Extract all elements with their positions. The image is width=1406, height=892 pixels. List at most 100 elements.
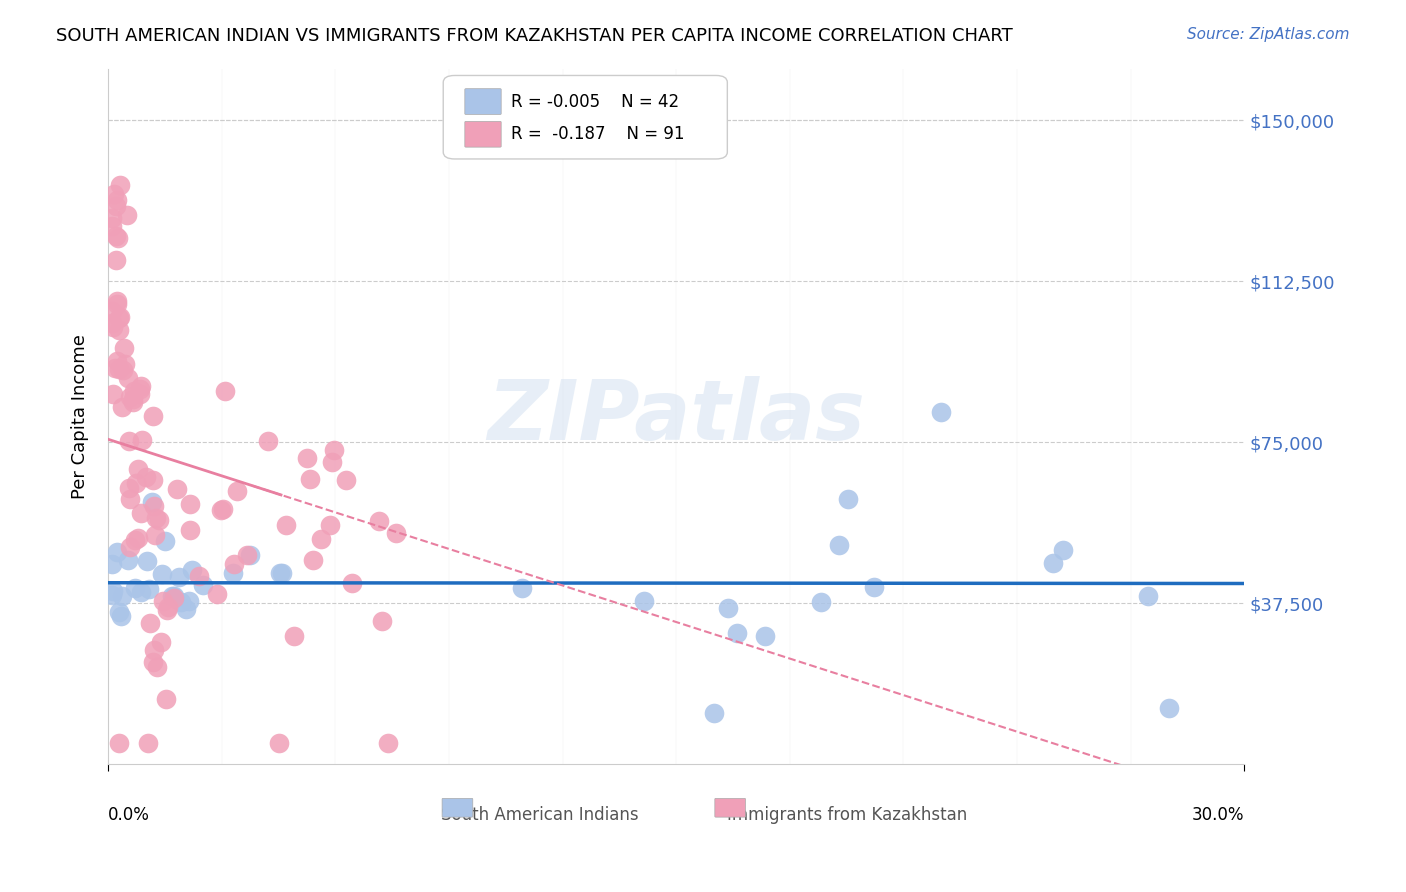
Point [153, 533, 176, 548]
Text: SOUTH AMERICAN INDIAN VS IMMIGRANTS FROM KAZAKHSTAN PER CAPITA INCOME CORRELATIO: SOUTH AMERICAN INDIAN VS IMMIGRANTS FROM… [56, 27, 1012, 45]
Point [1157, 701, 1180, 715]
Point [104, 199, 127, 213]
Point [103, 187, 125, 202]
Point [717, 600, 740, 615]
Point [121, 392, 143, 406]
Point [122, 395, 145, 409]
Point [340, 576, 363, 591]
Point [139, 616, 162, 631]
Y-axis label: Per Capita Income: Per Capita Income [72, 334, 89, 499]
Point [107, 230, 129, 244]
Point [828, 538, 851, 552]
Point [103, 387, 125, 401]
Point [754, 629, 776, 643]
Point [931, 405, 953, 419]
Point [222, 557, 245, 571]
Point [129, 379, 152, 393]
Point [156, 603, 179, 617]
Point [155, 691, 177, 706]
Point [239, 548, 262, 562]
Point [335, 474, 357, 488]
Point [111, 589, 134, 603]
Point [725, 625, 748, 640]
Point [108, 324, 131, 338]
Point [128, 382, 150, 396]
Point [152, 594, 174, 608]
Point [148, 512, 170, 526]
Point [120, 390, 142, 404]
Point [143, 527, 166, 541]
Point [103, 584, 125, 599]
Point [108, 310, 131, 325]
Point [142, 655, 165, 669]
Point [111, 401, 134, 415]
Point [512, 581, 534, 595]
Point [101, 319, 124, 334]
Point [295, 450, 318, 465]
Point [108, 736, 131, 750]
Point [187, 569, 209, 583]
Point [112, 341, 135, 355]
Point [146, 660, 169, 674]
Point [1042, 556, 1064, 570]
Point [143, 643, 166, 657]
Point [205, 587, 228, 601]
Point [105, 297, 128, 311]
Point [385, 525, 408, 540]
Point [101, 558, 124, 572]
Point [124, 581, 146, 595]
Point [166, 483, 188, 497]
Point [222, 566, 245, 580]
Point [235, 548, 257, 562]
Point [810, 595, 832, 609]
Text: South American Indians: South American Indians [441, 806, 638, 824]
Point [209, 502, 232, 516]
Point [142, 473, 165, 487]
Text: ZIPatlas: ZIPatlas [488, 376, 865, 457]
Point [103, 361, 125, 376]
Point [179, 593, 201, 607]
Point [176, 602, 198, 616]
Point [115, 208, 138, 222]
Point [703, 706, 725, 720]
Point [226, 484, 249, 499]
Point [124, 476, 146, 491]
Point [136, 554, 159, 568]
Point [105, 545, 128, 559]
Point [633, 594, 655, 608]
Point [319, 517, 342, 532]
Point [367, 514, 389, 528]
Point [212, 502, 235, 516]
FancyBboxPatch shape [443, 76, 727, 159]
Point [157, 600, 180, 615]
Point [124, 533, 146, 547]
Point [1052, 542, 1074, 557]
Point [141, 494, 163, 508]
Point [267, 736, 290, 750]
Point [107, 605, 129, 619]
FancyBboxPatch shape [465, 121, 501, 147]
Point [179, 524, 201, 538]
Point [105, 252, 128, 267]
Point [136, 736, 159, 750]
Point [127, 462, 149, 476]
Point [101, 316, 124, 330]
Point [118, 491, 141, 506]
Point [105, 194, 128, 208]
Point [101, 304, 124, 318]
Point [110, 609, 132, 624]
Point [118, 540, 141, 554]
Point [101, 211, 124, 225]
Point [371, 614, 394, 628]
Point [117, 371, 139, 385]
Point [377, 736, 399, 750]
Point [117, 434, 139, 448]
Text: 0.0%: 0.0% [108, 806, 150, 824]
Point [108, 362, 131, 376]
Point [271, 566, 294, 581]
Point [150, 566, 173, 581]
FancyBboxPatch shape [714, 798, 745, 817]
Text: Source: ZipAtlas.com: Source: ZipAtlas.com [1187, 27, 1350, 42]
Point [302, 553, 325, 567]
Point [321, 455, 343, 469]
